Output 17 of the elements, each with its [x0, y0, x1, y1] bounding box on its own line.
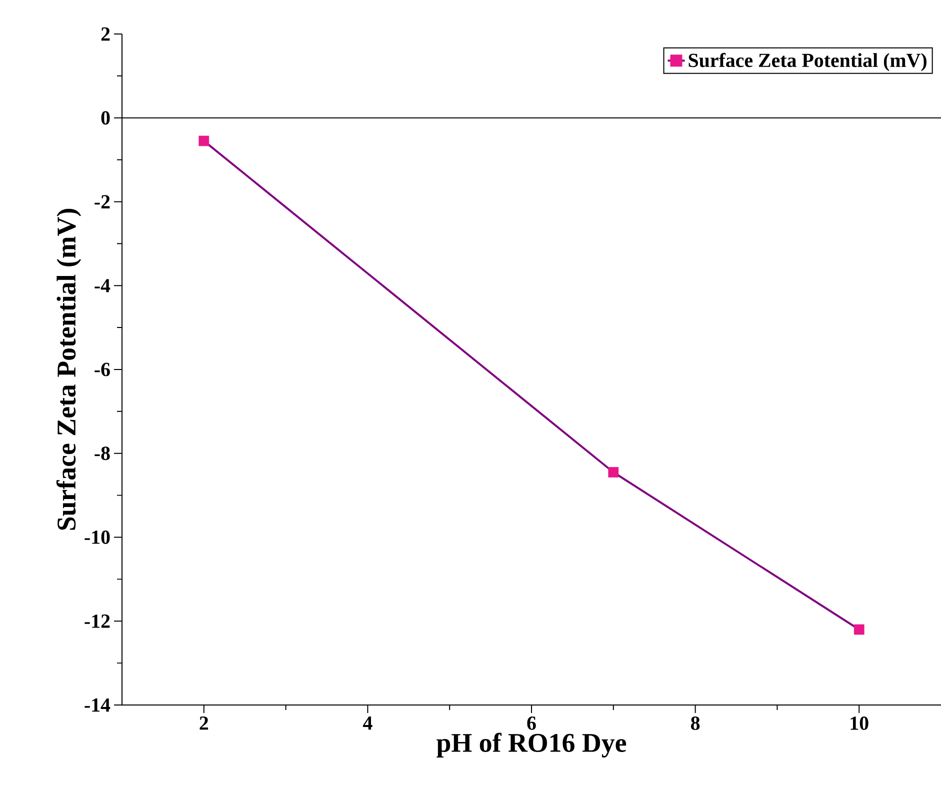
y-tick-label: -12	[84, 614, 110, 628]
x-tick-label: 4	[362, 716, 372, 730]
y-tick-label: -6	[94, 362, 110, 376]
y-tick-label: -14	[84, 698, 110, 712]
y-tick-label: -8	[94, 446, 110, 460]
x-tick-label: 2	[200, 716, 208, 730]
x-tick-label: 6	[527, 716, 536, 730]
x-axis-title: pH of RO16 Dye	[436, 732, 626, 758]
y-tick-label: 2	[101, 27, 110, 41]
y-tick-label: 0	[101, 111, 110, 125]
legend-label: Surface Zeta Potential (mV)	[688, 52, 926, 72]
x-tick-label: 8	[690, 716, 700, 730]
y-tick-label: -2	[94, 195, 110, 208]
y-tick-label: -10	[84, 530, 110, 544]
y-axis-title: Surface Zeta Potential (mV)	[56, 208, 82, 530]
x-tick-label: 10	[850, 716, 868, 730]
y-tick-label: -4	[94, 279, 110, 292]
